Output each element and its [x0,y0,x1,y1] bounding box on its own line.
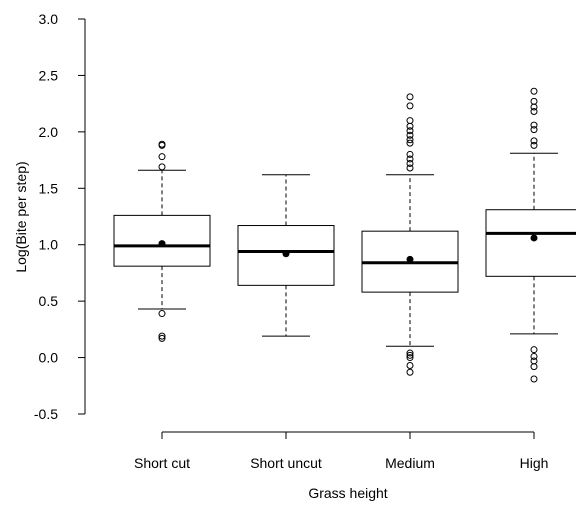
outlier-point [406,93,414,101]
outlier-point [406,349,414,357]
outlier-point [158,332,166,340]
outlier-point [158,163,166,171]
mean-point [530,234,538,242]
y-axis-title: Log(Bite per step) [13,161,29,272]
outlier-point [158,334,166,342]
outlier-point [530,103,538,111]
y-tick-label: 2.0 [39,124,59,140]
outlier-point [530,87,538,95]
y-axis-ticks: 3.0 2.5 2.0 1.5 1.0 0.5 0.0 -0.5 [34,11,85,422]
outlier-point [406,102,414,110]
outlier-point [406,159,414,167]
outlier-point [406,150,414,158]
outlier-point [158,140,166,148]
y-tick-label: 1.5 [39,180,59,196]
outlier-point [530,363,538,371]
outlier-point [406,361,414,369]
y-tick-label: 0.5 [39,293,59,309]
outlier-point [406,136,414,144]
y-tick-label: 1.0 [39,237,59,253]
x-axis-title: Grass height [308,485,387,501]
outlier-point [406,351,414,359]
outlier-point [530,375,538,383]
x-tick-label: High [520,455,549,471]
outlier-point [406,117,414,125]
x-axis: Short cut Short uncut Medium High [134,431,549,471]
iqr-box [485,209,576,277]
outlier-point [530,346,538,354]
outlier-point [406,164,414,172]
outlier-point [530,97,538,105]
outlier-point [406,354,414,362]
outlier-point [406,122,414,130]
box-medium [361,93,459,376]
outlier-point [158,310,166,318]
x-tick-label: Medium [385,455,435,471]
mean-point [282,250,290,258]
outlier-point [530,352,538,360]
y-tick-label: -0.5 [34,406,58,422]
y-tick-label: 0.0 [39,350,59,366]
box-short-cut [113,140,211,342]
box-short-uncut [237,174,335,337]
box-high [485,87,576,383]
x-tick-label: Short uncut [250,455,322,471]
outlier-point [406,155,414,163]
outlier-point [406,127,414,135]
y-tick-label: 2.5 [39,67,59,83]
outlier-point [406,139,414,147]
mean-point [406,255,414,263]
outlier-point [406,131,414,139]
outlier-point [158,153,166,161]
outlier-point [530,357,538,365]
outlier-point [530,108,538,116]
outlier-point [530,137,538,145]
x-tick-label: Short cut [134,455,190,471]
y-tick-label: 3.0 [39,11,59,27]
mean-point [158,240,166,248]
outlier-point [406,368,414,376]
outlier-point [530,126,538,134]
boxes-group [113,87,576,383]
outlier-point [530,141,538,149]
outlier-point [530,121,538,129]
